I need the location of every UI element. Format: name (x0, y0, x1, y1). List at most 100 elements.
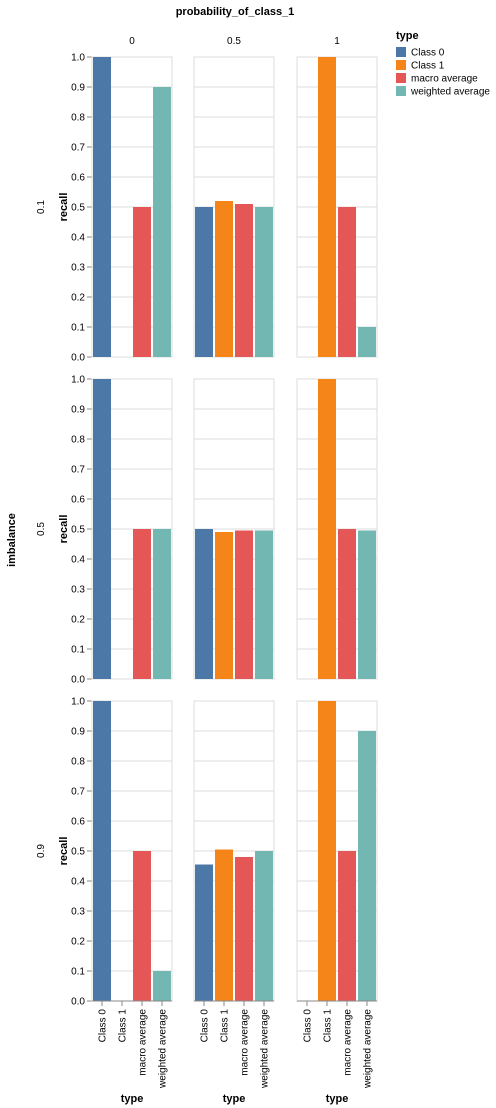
bar-class-1 (215, 849, 233, 1001)
y-tick-label: 0.4 (71, 555, 85, 566)
y-tick-label: 0.6 (71, 173, 85, 184)
x-axis-title: type (326, 1093, 349, 1105)
x-tick-label: Class 0 (98, 1009, 109, 1043)
y-tick-label: 0.1 (71, 645, 85, 656)
panel-0-1 (193, 56, 275, 358)
x-tick-label: weighted average (260, 1009, 271, 1089)
y-tick-label: 1.0 (71, 697, 85, 708)
x-tick-label: macro average (343, 1009, 354, 1076)
x-tick-label: weighted average (363, 1009, 374, 1089)
bar-class-0 (93, 57, 111, 357)
bar-class-1 (215, 201, 233, 357)
y-tick-label: 0.0 (71, 353, 85, 364)
bar-weighted-average (255, 207, 273, 357)
legend: type Class 0 Class 1 macro average weighted … (396, 30, 490, 98)
facet-row-0: 0.1 recall 0.0 0.1 0.2 0.3 0.4 0.5 0.6 0.7 0.8 0.9 1… (36, 53, 378, 364)
y-tick-label: 0.8 (71, 113, 85, 124)
y-tick-label: 0.3 (71, 907, 85, 918)
y-tick-label: 0.9 (71, 83, 85, 94)
bar-class-1 (215, 532, 233, 679)
x-tick-label: Class 1 (323, 1009, 334, 1043)
bar-class-0 (93, 701, 111, 1001)
panel-frame (91, 378, 173, 680)
panel-1-2 (296, 378, 378, 680)
y-tick-label: 0.5 (71, 525, 85, 536)
y-tick-label: 0.6 (71, 817, 85, 828)
panel-frame (296, 378, 378, 680)
x-tick-label: Class 0 (303, 1009, 314, 1043)
x-tick-label: Class 0 (200, 1009, 211, 1043)
legend-label: weighted average (410, 87, 490, 98)
panel-frame (193, 378, 275, 680)
y-tick-label: 0.5 (71, 847, 85, 858)
legend-swatch-class-1 (396, 60, 406, 70)
legend-title: type (396, 30, 419, 42)
column-header-0: 0 (129, 36, 135, 47)
bar-weighted-average (255, 530, 273, 679)
chart-title: probability_of_class_1 (176, 6, 295, 18)
y-axis: 0.0 0.1 0.2 0.3 0.4 0.5 0.6 0.7 0.8 0.9 1.0 (71, 697, 93, 1008)
bar-weighted-average (358, 530, 376, 679)
y-tick-label: 0.2 (71, 937, 85, 948)
y-tick-label: 0.1 (71, 967, 85, 978)
y-axis: 0.0 0.1 0.2 0.3 0.4 0.5 0.6 0.7 0.8 0.9 1.0 (71, 53, 93, 364)
x-axis-title: type (223, 1093, 246, 1105)
panel-2-2: Class 0 Class 1 macro average weighted aver… (296, 700, 378, 1105)
bar-class-0 (195, 529, 213, 679)
legend-swatch-weighted-average (396, 86, 406, 96)
bar-macro-average (133, 207, 151, 357)
bar-class-0 (195, 207, 213, 357)
row-field-title: imbalance (6, 513, 18, 567)
y-tick-label: 0.0 (71, 997, 85, 1008)
legend-swatch-class-0 (396, 47, 406, 57)
row-header-1: 0.5 (36, 522, 47, 536)
panel-1-1 (193, 378, 275, 680)
legend-label: macro average (411, 74, 478, 85)
legend-label: Class 1 (411, 61, 445, 72)
column-header-2: 1 (334, 36, 340, 47)
y-tick-label: 0.4 (71, 233, 85, 244)
bar-weighted-average (153, 529, 171, 679)
bar-class-1 (318, 379, 336, 679)
x-tick-label: macro average (240, 1009, 251, 1076)
bar-class-0 (195, 864, 213, 1001)
x-tick-label: Class 1 (118, 1009, 129, 1043)
panel-2-0: Class 0 Class 1 macro average weighted aver… (91, 700, 173, 1105)
row-header-2: 0.9 (36, 844, 47, 858)
bar-macro-average (133, 851, 151, 1001)
x-tick-label: macro average (138, 1009, 149, 1076)
row-header-0: 0.1 (36, 200, 47, 214)
y-axis-title: recall (58, 193, 70, 222)
bar-weighted-average (358, 731, 376, 1001)
panel-0-0 (91, 56, 173, 358)
y-tick-label: 0.4 (71, 877, 85, 888)
y-axis: 0.0 0.1 0.2 0.3 0.4 0.5 0.6 0.7 0.8 0.9 1.0 (71, 375, 93, 686)
bar-macro-average (235, 530, 253, 679)
bar-macro-average (235, 857, 253, 1001)
panel-frame (296, 56, 378, 358)
x-axis-title: type (121, 1093, 144, 1105)
y-tick-label: 0.8 (71, 757, 85, 768)
x-tick-label: weighted average (158, 1009, 169, 1089)
legend-label: Class 0 (411, 48, 445, 59)
bar-macro-average (235, 204, 253, 357)
column-headers: 0 0.5 1 (129, 36, 340, 47)
bar-macro-average (338, 207, 356, 357)
bar-weighted-average (153, 971, 171, 1001)
facet-rows: 0.1 recall 0.0 0.1 0.2 0.3 0.4 0.5 0.6 0.7 0.8 0.9 1… (36, 53, 378, 1105)
y-axis-title: recall (58, 837, 70, 866)
panel-frame (193, 56, 275, 358)
bar-class-0 (93, 379, 111, 679)
y-tick-label: 0.6 (71, 495, 85, 506)
bar-macro-average (133, 529, 151, 679)
facet-row-2: 0.9 recall 0.0 0.1 0.2 0.3 0.4 0.5 0.6 0.7 0.8 0.9 1… (36, 697, 378, 1105)
x-tick-label: Class 1 (220, 1009, 231, 1043)
bar-class-1 (318, 57, 336, 357)
y-tick-label: 0.9 (71, 405, 85, 416)
panel-frame (91, 56, 173, 358)
y-tick-label: 1.0 (71, 375, 85, 386)
y-tick-label: 0.8 (71, 435, 85, 446)
y-tick-label: 0.3 (71, 263, 85, 274)
facet-row-1: 0.5 recall0.00.10.20.30.40.50.60.70.80.91… (36, 375, 378, 686)
